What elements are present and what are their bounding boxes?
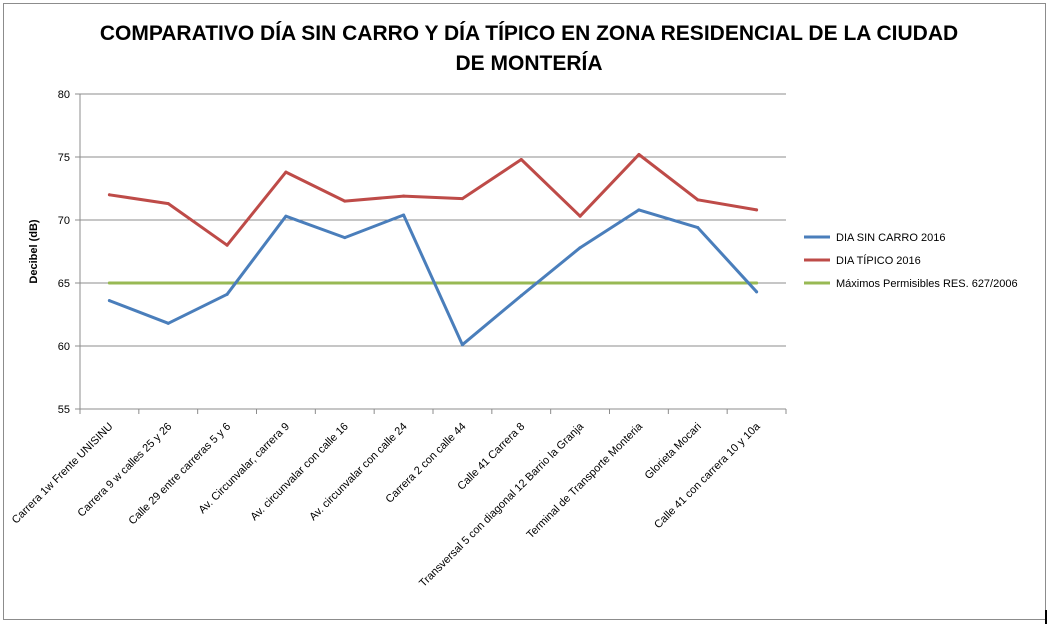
legend-label-1: DIA SIN CARRO 2016 [836, 232, 945, 244]
data-point [755, 208, 759, 212]
chart-title-line-1: COMPARATIVO DÍA SIN CARRO Y DÍA TÍPICO E… [100, 22, 958, 45]
y-tick-label: 60 [58, 341, 70, 353]
data-point [402, 194, 406, 198]
chart-title-line-2: DE MONTERÍA [456, 52, 603, 75]
data-point [107, 281, 111, 285]
data-point [225, 243, 229, 247]
data-point [166, 281, 170, 285]
data-point [755, 281, 759, 285]
data-point [166, 321, 170, 325]
text-cursor-mark [1045, 610, 1047, 624]
line-chart: COMPARATIVO DÍA SIN CARRO Y DÍA TÍPICO E… [10, 22, 1018, 590]
legend: DIA SIN CARRO 2016 DIA TÍPICO 2016 Máximos… [804, 232, 1018, 290]
series-line-2 [107, 153, 759, 247]
y-tick-label: 75 [58, 152, 70, 164]
chart-frame: COMPARATIVO DÍA SIN CARRO Y DÍA TÍPICO E… [3, 3, 1046, 620]
axes [79, 94, 786, 410]
x-tick-label: Av. circunvalar con calle 16 [248, 421, 350, 523]
gridlines [80, 93, 786, 410]
data-point [284, 214, 288, 218]
data-point [460, 343, 464, 347]
chart-title: COMPARATIVO DÍA SIN CARRO Y DÍA TÍPICO E… [100, 22, 958, 75]
data-point [225, 292, 229, 296]
y-tick-label: 70 [58, 215, 70, 227]
data-point [284, 170, 288, 174]
data-point [637, 208, 641, 212]
data-point [637, 281, 641, 285]
data-point [460, 281, 464, 285]
data-point [637, 152, 641, 156]
data-point [343, 281, 347, 285]
data-point [107, 193, 111, 197]
data-point [107, 299, 111, 303]
legend-label-2: DIA TÍPICO 2016 [836, 254, 921, 267]
y-tick-label: 65 [58, 278, 70, 290]
data-point [696, 198, 700, 202]
data-point [519, 294, 523, 298]
data-point [343, 199, 347, 203]
y-tick-label: 55 [58, 404, 70, 416]
data-point [460, 197, 464, 201]
data-point [519, 158, 523, 162]
data-point [578, 246, 582, 250]
series-line-1 [107, 208, 759, 347]
legend-label-3: Máximos Permisibles RES. 627/2006 [836, 278, 1018, 290]
data-point [696, 226, 700, 230]
x-tick-label: Calle 41 con carrera 10 y 10a [652, 420, 763, 531]
x-tick-label: Carrera 1w Frente UNISINU [10, 421, 116, 527]
y-axis-ticks: 55 60 65 70 75 80 [58, 89, 80, 416]
data-point [284, 281, 288, 285]
y-tick-label: 80 [58, 89, 70, 101]
data-point [519, 281, 523, 285]
data-point [166, 202, 170, 206]
data-point [578, 214, 582, 218]
x-tick-label: Carrera 9 w calles 25 y 26 [76, 421, 175, 520]
y-axis-label: Decibel (dB) [28, 219, 40, 284]
data-point [343, 236, 347, 240]
data-point [755, 290, 759, 294]
x-tick-label: Glorieta Mocari [643, 421, 704, 482]
data-point [402, 281, 406, 285]
data-point [402, 213, 406, 217]
x-tick-label: Av. circunvalar con calle 24 [307, 421, 409, 523]
x-tick-label: Calle 29 entre carreras 5 y 6 [127, 421, 234, 528]
data-point [578, 281, 582, 285]
data-point [225, 281, 229, 285]
series-lines [107, 152, 759, 347]
data-point [696, 281, 700, 285]
x-tick-label: Terminal de Transporte Monteria [525, 420, 646, 541]
